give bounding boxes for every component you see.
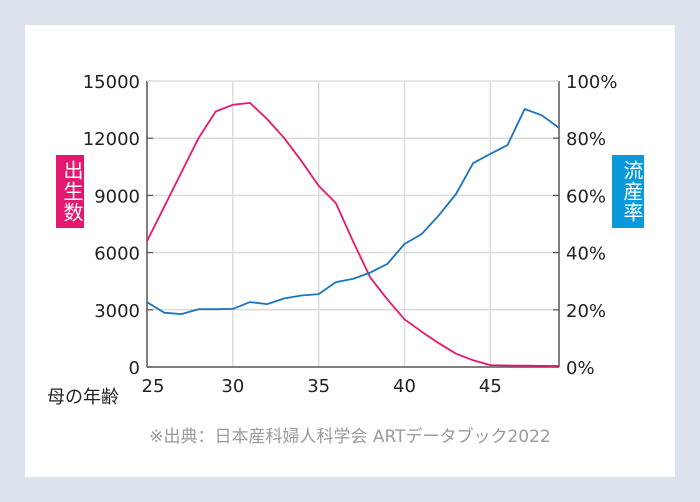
x-tick-label: 35	[307, 376, 330, 397]
left-tick-label: 0	[129, 358, 140, 379]
left-axis-label: 出生数	[56, 155, 84, 228]
right-axis-label: 流産率	[612, 155, 644, 228]
chart-card	[25, 25, 675, 477]
births-line	[146, 102, 560, 367]
left-tick-label: 12000	[83, 129, 140, 150]
left-tick-label: 6000	[94, 244, 140, 265]
right-tick-label: 20%	[566, 301, 606, 322]
left-tick-label: 9000	[94, 186, 140, 207]
right-tick-label: 60%	[566, 186, 606, 207]
right-tick-label: 0%	[566, 358, 595, 379]
left-tick-label: 15000	[83, 72, 140, 93]
x-axis-label: 母の年齢	[47, 387, 119, 408]
right-tick-label: 80%	[566, 129, 606, 150]
left-tick-label: 3000	[94, 301, 140, 322]
x-tick-label: 30	[221, 376, 244, 397]
x-tick-label: 40	[393, 376, 416, 397]
source-note: ※出典：日本産科婦人科学会 ARTデータブック2022	[149, 427, 551, 447]
x-tick-label: 25	[142, 376, 165, 397]
x-tick-label: 45	[479, 376, 502, 397]
miscarriage-rate-line	[146, 108, 560, 316]
right-tick-label: 40%	[566, 244, 606, 265]
right-tick-label: 100%	[566, 72, 617, 93]
